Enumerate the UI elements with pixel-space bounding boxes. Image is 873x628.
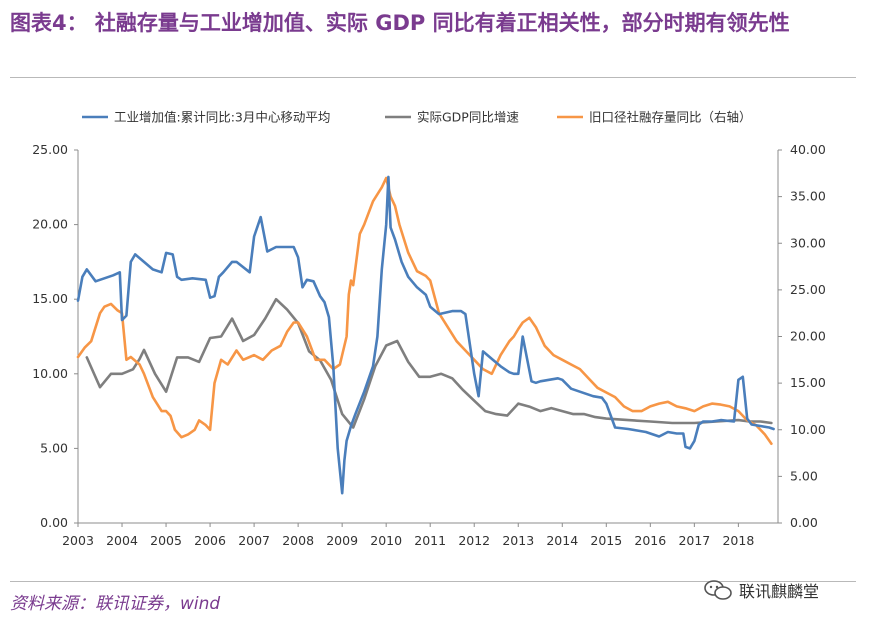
y-tick-label-right: 15.00 bbox=[790, 375, 826, 390]
y-tick-label-left: 5.00 bbox=[40, 440, 68, 455]
y-tick-label-left: 0.00 bbox=[40, 515, 68, 530]
y-tick-label-right: 0.00 bbox=[790, 515, 818, 530]
y-tick-label-right: 35.00 bbox=[790, 189, 826, 204]
x-tick-label: 2015 bbox=[590, 533, 622, 548]
x-tick-label: 2017 bbox=[678, 533, 710, 548]
y-tick-label-left: 25.00 bbox=[32, 142, 68, 157]
y-tick-label-left: 10.00 bbox=[32, 366, 68, 381]
x-tick-label: 2011 bbox=[414, 533, 446, 548]
watermark: 联讯麒麟堂 bbox=[703, 578, 819, 602]
x-tick-label: 2004 bbox=[106, 533, 138, 548]
chart-frame bbox=[77, 150, 779, 524]
y-tick-label-right: 10.00 bbox=[790, 422, 826, 437]
x-tick-label: 2007 bbox=[238, 533, 270, 548]
legend-label-1: 实际GDP同比增速 bbox=[417, 110, 519, 125]
chart-series bbox=[76, 175, 775, 495]
footer-divider bbox=[10, 581, 856, 582]
legend: 工业增加值:累计同比:3月中心移动平均 实际GDP同比增速 旧口径社融存量同比（右轴… bbox=[82, 110, 752, 125]
y-tick-label-right: 40.00 bbox=[790, 142, 826, 157]
y-axis-right: 0.00 5.00 10.00 15.00 20.00 25.00 30.00 35.00 40… bbox=[778, 142, 826, 530]
x-tick-label: 2006 bbox=[194, 533, 226, 548]
y-tick-label-left: 20.00 bbox=[32, 217, 68, 232]
page-title: 图表4： 社融存量与工业增加值、实际 GDP 同比有着正相关性，部分时期有领先性 bbox=[10, 11, 790, 35]
x-tick-label: 2013 bbox=[502, 533, 534, 548]
x-tick-label: 2018 bbox=[722, 533, 754, 548]
watermark-text: 联讯麒麟堂 bbox=[739, 582, 820, 601]
chart: 0.00 5.00 10.00 15.00 20.00 25.00 0.00 5.00 10.… bbox=[32, 110, 826, 549]
x-tick-label: 2014 bbox=[546, 533, 578, 548]
x-tick-label: 2009 bbox=[326, 533, 358, 548]
source-note: 资料来源：联讯证券，wind bbox=[10, 594, 221, 614]
series-line-1 bbox=[85, 297, 773, 429]
y-tick-label-right: 20.00 bbox=[790, 329, 826, 344]
y-tick-label-right: 30.00 bbox=[790, 235, 826, 250]
y-tick-label-left: 15.00 bbox=[32, 291, 68, 306]
series-line-0 bbox=[76, 175, 775, 495]
series-line-2 bbox=[76, 176, 773, 446]
x-axis: 2003 2004 2005 2006 2007 2008 2009 2010 2011 2012… bbox=[62, 523, 754, 548]
x-tick-label: 2012 bbox=[458, 533, 490, 548]
x-tick-label: 2008 bbox=[282, 533, 314, 548]
x-tick-label: 2005 bbox=[150, 533, 182, 548]
legend-label-0: 工业增加值:累计同比:3月中心移动平均 bbox=[114, 110, 330, 125]
x-tick-label: 2010 bbox=[370, 533, 402, 548]
y-axis-left: 0.00 5.00 10.00 15.00 20.00 25.00 bbox=[32, 142, 78, 530]
legend-label-2: 旧口径社融存量同比（右轴） bbox=[589, 110, 752, 125]
wechat-icon bbox=[704, 580, 732, 600]
y-tick-label-right: 5.00 bbox=[790, 468, 818, 483]
x-tick-label: 2003 bbox=[62, 533, 94, 548]
title-divider bbox=[10, 77, 856, 78]
y-tick-label-right: 25.00 bbox=[790, 282, 826, 297]
x-tick-label: 2016 bbox=[634, 533, 666, 548]
